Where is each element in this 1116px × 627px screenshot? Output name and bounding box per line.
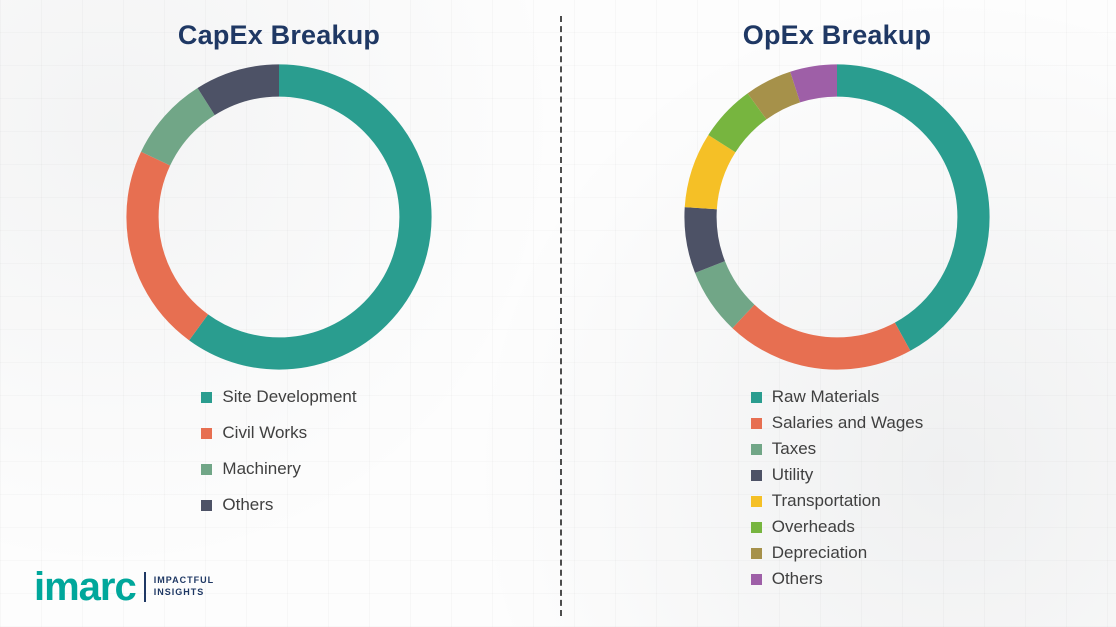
legend-label: Site Development (222, 387, 357, 406)
legend-item: Raw Materials (750, 387, 924, 407)
donut-slice-civil-works (126, 64, 432, 370)
legend-item: Site Development (201, 387, 357, 407)
legend-swatch (750, 417, 762, 429)
legend-item: Depreciation (750, 543, 924, 563)
opex-chart-title: OpEx Breakup (742, 20, 932, 50)
legend-label: Taxes (771, 439, 817, 458)
legend-label: Overheads (771, 517, 855, 536)
imarc-logo: imarc IMPACTFUL INSIGHTS (34, 567, 214, 607)
legend-item: Civil Works (201, 423, 356, 443)
legend-label: Raw Materials (771, 387, 880, 406)
legend-item: Others (750, 569, 924, 589)
legend-item: Overheads (750, 517, 924, 537)
legend-swatch (750, 469, 762, 481)
legend-swatch (201, 391, 213, 403)
legend-swatch (750, 391, 762, 403)
legend-label: Civil Works (222, 423, 308, 442)
legend-swatch (201, 499, 213, 511)
opex-donut-chart (684, 64, 990, 370)
donut-slice-salaries-and-wages (684, 64, 990, 370)
donut-slice-utility (684, 64, 990, 370)
legend-label: Salaries and Wages (771, 413, 924, 432)
logo-tagline: IMPACTFUL INSIGHTS (154, 575, 214, 598)
legend-item: Taxes (750, 439, 924, 459)
donut-slice-others (684, 64, 990, 370)
legend-label: Others (771, 569, 823, 588)
legend-label: Utility (771, 465, 814, 484)
legend-item: Salaries and Wages (750, 413, 924, 433)
legend-item: Utility (750, 465, 924, 485)
dashed-divider (560, 16, 562, 616)
legend-label: Depreciation (771, 543, 868, 562)
capex-chart-title: CapEx Breakup (177, 20, 381, 50)
capex-donut-chart (126, 64, 432, 370)
legend-item: Machinery (201, 459, 356, 479)
legend-swatch (750, 573, 762, 585)
logo-tagline-line1: IMPACTFUL (153, 575, 215, 586)
legend-label: Transportation (771, 491, 881, 510)
opex-panel: OpEx Breakup Raw Materials Salaries and W… (558, 0, 1116, 627)
legend-swatch (201, 463, 213, 475)
logo-text: imarc (34, 565, 137, 609)
legend-item: Transportation (750, 491, 924, 511)
legend-swatch (750, 521, 762, 533)
capex-panel: CapEx Breakup Site Development Civil Work… (126, 20, 432, 515)
legend-swatch (201, 427, 213, 439)
logo-divider-bar (143, 572, 146, 602)
legend-label: Others (222, 495, 274, 514)
logo-tagline-line2: INSIGHTS (153, 587, 205, 597)
legend-swatch (750, 443, 762, 455)
legend-swatch (750, 547, 762, 559)
capex-legend: Site Development Civil Works Machinery Othe… (201, 387, 357, 515)
opex-legend: Raw Materials Salaries and Wages Taxes Util… (750, 387, 924, 589)
legend-item: Others (201, 495, 356, 515)
legend-label: Machinery (222, 459, 301, 478)
donut-slice-others (126, 64, 432, 370)
legend-swatch (750, 495, 762, 507)
